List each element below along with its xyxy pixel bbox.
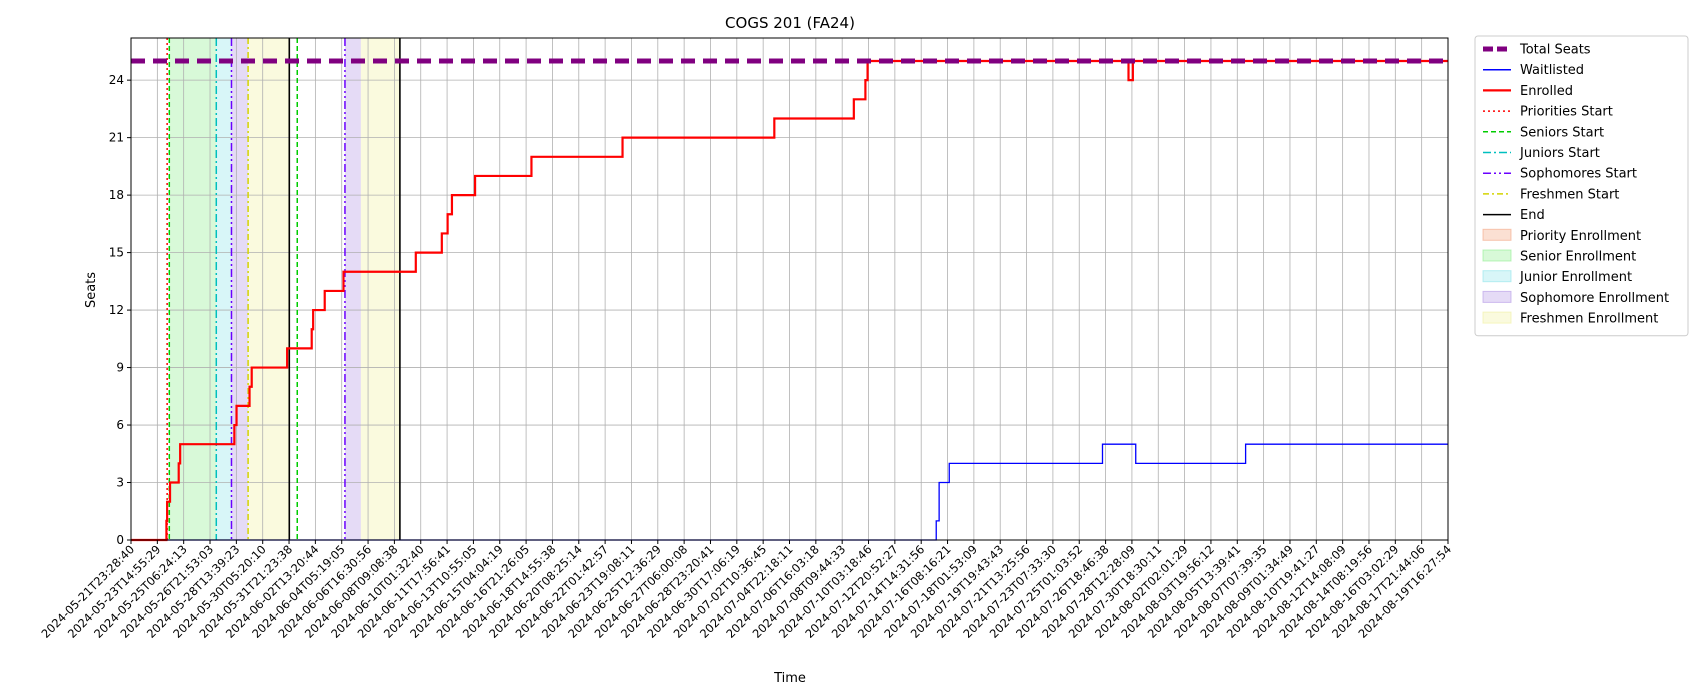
data-series — [131, 58, 1448, 542]
legend-enrolled-label: Enrolled — [1520, 84, 1573, 99]
x-axis-label: Time — [773, 671, 806, 686]
span-sophomore-enrollment-0 — [231, 38, 249, 540]
span-sophomore-enrollment-1 — [344, 38, 361, 540]
y-tick-label: 18 — [109, 188, 124, 202]
y-tick-label: 0 — [116, 533, 124, 547]
grid-lines — [130, 38, 1449, 541]
x-tick-labels: 2024-05-21T23:28:402024-05-23T14:55:2920… — [38, 540, 1454, 641]
y-tick-label: 15 — [109, 246, 124, 260]
legend-sophomores-start-label: Sophomores Start — [1520, 167, 1637, 182]
chart-title: COGS 201 (FA24) — [725, 14, 855, 32]
legend-sophomore-enrollment-label: Sophomore Enrollment — [1520, 291, 1669, 306]
legend-senior-enrollment-swatch — [1482, 249, 1512, 262]
span-senior-enrollment-0 — [169, 38, 217, 540]
y-axis-label: Seats — [84, 272, 99, 308]
span-freshmen-enrollment-1 — [360, 38, 400, 540]
y-tick-label: 24 — [109, 73, 124, 87]
legend-box — [1474, 35, 1689, 337]
enrollment-spans — [169, 38, 400, 540]
span-freshmen-enrollment-0 — [248, 38, 290, 540]
legend-sophomore-enrollment-swatch — [1482, 290, 1512, 303]
legend-senior-enrollment-label: Senior Enrollment — [1520, 250, 1636, 265]
y-tick-label: 12 — [109, 303, 124, 317]
legend-junior-enrollment-swatch — [1482, 270, 1512, 283]
span-junior-enrollment-0 — [216, 38, 232, 540]
y-tick-label: 9 — [116, 361, 124, 375]
legend-priority-enrollment-swatch — [1482, 228, 1512, 241]
legend-total-seats-label: Total Seats — [1519, 43, 1591, 58]
series-enrolled — [131, 59, 1448, 542]
y-tick-label: 3 — [116, 476, 124, 490]
legend-priorities-start-label: Priorities Start — [1520, 105, 1613, 120]
legend-seniors-start-label: Seniors Start — [1520, 125, 1604, 140]
legend-freshmen-enrollment-label: Freshmen Enrollment — [1520, 312, 1658, 327]
y-tick-label: 6 — [116, 418, 124, 432]
legend-freshmen-enrollment-swatch — [1482, 311, 1512, 324]
legend-priority-enrollment-label: Priority Enrollment — [1520, 229, 1641, 244]
legend-end-label: End — [1520, 208, 1545, 223]
y-tick-labels: 0 3 6 9 12 15 18 21 24 — [109, 73, 131, 547]
phase-lines — [166, 38, 401, 540]
legend: Total Seats Waitlisted Enrolled Priorities … — [1474, 35, 1689, 337]
legend-juniors-start-label: Juniors Start — [1519, 146, 1600, 161]
legend-junior-enrollment-label: Junior Enrollment — [1519, 270, 1632, 285]
series-waitlisted — [131, 443, 1448, 541]
legend-waitlisted-label: Waitlisted — [1520, 63, 1584, 78]
y-tick-label: 21 — [109, 131, 124, 145]
legend-freshmen-start-label: Freshmen Start — [1520, 187, 1619, 202]
